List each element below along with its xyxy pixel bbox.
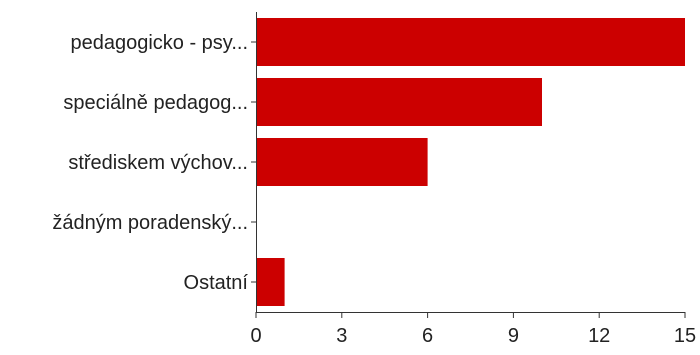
labels-layer: pedagogicko - psy... speciálně pedagog...… xyxy=(52,32,696,347)
bars-layer xyxy=(256,18,685,306)
category-label-2: střediskem výchov... xyxy=(68,152,248,174)
x-tick-label-4: 12 xyxy=(588,325,610,347)
category-label-3: žádným poradenský... xyxy=(52,212,248,234)
bar-0 xyxy=(256,18,685,66)
bar-4 xyxy=(256,258,285,306)
x-tick-label-3: 9 xyxy=(508,325,519,347)
x-tick-label-2: 6 xyxy=(422,325,433,347)
bar-2 xyxy=(256,138,428,186)
x-tick-label-0: 0 xyxy=(250,325,261,347)
bar-1 xyxy=(256,78,542,126)
category-label-0: pedagogicko - psy... xyxy=(70,32,248,54)
category-label-1: speciálně pedagog... xyxy=(63,92,248,114)
category-label-4: Ostatní xyxy=(184,272,249,294)
axes-layer xyxy=(251,12,686,318)
x-tick-label-1: 3 xyxy=(336,325,347,347)
x-tick-label-5: 15 xyxy=(674,325,696,347)
